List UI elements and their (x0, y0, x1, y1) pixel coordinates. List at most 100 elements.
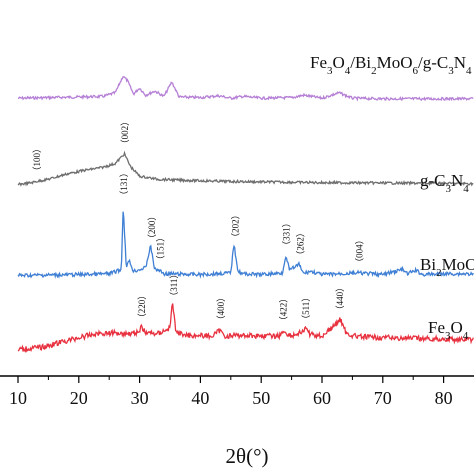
data-point (17, 349, 18, 350)
data-point (163, 96, 164, 97)
peak-label: （004） (354, 235, 364, 267)
data-point (402, 269, 403, 270)
peak-label: （202） (230, 210, 240, 242)
data-point (282, 272, 283, 273)
peak-label: （511） (301, 293, 311, 324)
data-point (291, 97, 292, 98)
data-point (129, 260, 130, 261)
data-point (66, 173, 67, 174)
data-point (157, 179, 158, 180)
data-point (303, 331, 304, 332)
data-point (340, 318, 341, 319)
data-point (306, 327, 307, 328)
data-point (121, 269, 122, 270)
data-point (145, 332, 146, 333)
data-point (115, 163, 116, 164)
x-tick-label: 50 (252, 388, 270, 408)
data-point (422, 274, 423, 275)
peak-label: （400） (216, 293, 226, 325)
series-line-1 (17, 150, 474, 187)
peak-label: （151） (156, 233, 166, 265)
data-point (109, 273, 110, 274)
data-point (159, 270, 160, 271)
data-point (303, 95, 304, 96)
series-label: Bi2MoO6 (420, 255, 474, 279)
data-point (171, 81, 172, 82)
data-point (139, 87, 140, 88)
data-point (200, 274, 201, 275)
peak-label: （440） (335, 283, 345, 315)
x-tick-label: 30 (131, 388, 149, 408)
data-point (60, 342, 61, 343)
data-point (219, 330, 220, 331)
data-point (279, 335, 280, 336)
data-point (261, 335, 262, 336)
data-point (321, 98, 322, 99)
series-label: Fe3O4/Bi2MoO6/g-C3N4 (310, 53, 472, 77)
data-point (230, 98, 231, 99)
data-point (218, 95, 219, 96)
data-point (133, 271, 134, 272)
data-point (200, 97, 201, 98)
data-point (291, 335, 292, 336)
data-point (338, 92, 339, 93)
data-point (124, 153, 125, 154)
data-point (103, 167, 104, 168)
data-point (17, 275, 18, 276)
data-point (358, 336, 359, 337)
data-point (233, 243, 234, 244)
x-tick-label: 70 (374, 388, 392, 408)
data-point (224, 335, 225, 336)
data-point (78, 274, 79, 275)
data-point (382, 274, 383, 275)
data-point (179, 96, 180, 97)
data-point (443, 98, 444, 99)
data-point (145, 95, 146, 96)
data-point (407, 273, 408, 274)
data-point (123, 75, 124, 76)
data-point (321, 274, 322, 275)
data-point (163, 273, 164, 274)
peak-label: （002） (120, 117, 130, 149)
data-point (141, 326, 142, 327)
peak-label: （311） (169, 270, 179, 301)
x-tick-label: 20 (70, 388, 88, 408)
data-point (230, 272, 231, 273)
data-point (150, 245, 151, 246)
x-tick-label: 80 (435, 388, 453, 408)
series-line-0 (17, 76, 474, 102)
data-point (30, 182, 31, 183)
data-point (242, 273, 243, 274)
data-point (123, 205, 124, 206)
data-point (17, 184, 18, 185)
data-point (261, 274, 262, 275)
peak-label: （200） (147, 212, 157, 244)
data-point (303, 273, 304, 274)
data-point (154, 90, 155, 91)
data-point (242, 96, 243, 97)
peak-label: （100） (32, 144, 42, 176)
data-point (17, 98, 18, 99)
data-point (157, 333, 158, 334)
data-point (285, 255, 286, 256)
data-point (133, 93, 134, 94)
data-point (309, 271, 310, 272)
data-point (42, 347, 43, 348)
series-label: Fe3O4 (428, 318, 469, 342)
peak-label: （131） (119, 168, 129, 200)
data-point (358, 272, 359, 273)
x-tick-label: 60 (313, 388, 331, 408)
data-point (78, 96, 79, 97)
data-point (382, 182, 383, 183)
data-point (139, 176, 140, 177)
data-point (126, 266, 127, 267)
data-point (115, 92, 116, 93)
data-point (289, 270, 290, 271)
data-point (242, 335, 243, 336)
data-point (321, 335, 322, 336)
data-point (212, 335, 213, 336)
data-point (298, 264, 299, 265)
data-point (127, 80, 128, 81)
data-point (321, 182, 322, 183)
